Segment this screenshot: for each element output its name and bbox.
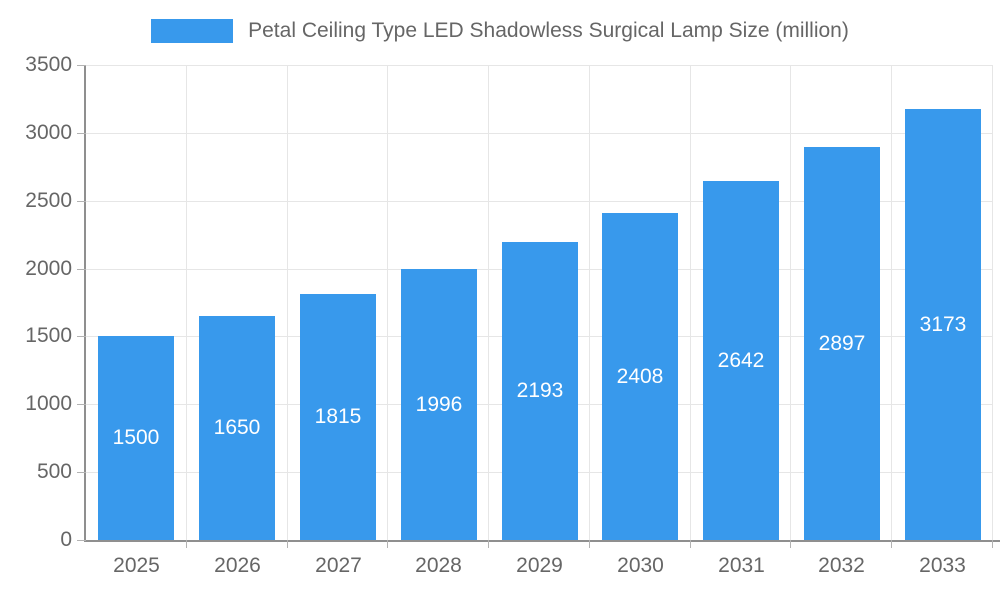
y-axis-tick: [77, 336, 86, 337]
grid-line-vertical: [790, 65, 791, 540]
bar[interactable]: 2642: [703, 181, 779, 540]
y-tick-label: 0: [60, 528, 72, 551]
bar-value-label: 2642: [717, 348, 765, 372]
x-axis-tick: [488, 540, 489, 548]
bar-value-label: 1815: [314, 405, 362, 428]
bar[interactable]: 1996: [401, 269, 477, 540]
y-axis-tick: [77, 269, 86, 270]
bar-value-label: 2897: [818, 331, 866, 355]
x-tick-label: 2029: [516, 554, 563, 577]
x-tick-label: 2031: [718, 554, 765, 577]
grid-line-vertical: [186, 65, 187, 540]
bar-value-label: 1650: [213, 416, 261, 439]
y-tick-label: 1500: [25, 324, 72, 347]
bar-value-label: 2193: [516, 379, 564, 402]
y-tick-label: 500: [36, 460, 72, 483]
grid-line-vertical: [387, 65, 388, 540]
plot-area: 0 500 1000 1500 2000 2500 3000 3500 1500 2025 1650…: [25, 53, 1000, 577]
bar[interactable]: 1815: [300, 294, 376, 540]
x-axis-tick: [387, 540, 388, 548]
grid-line-vertical: [287, 65, 288, 540]
x-tick-label: 2028: [415, 554, 462, 577]
y-tick-label: 2500: [25, 189, 72, 212]
grid-line-vertical: [690, 65, 691, 540]
y-tick-label: 1000: [25, 392, 72, 415]
chart-legend[interactable]: Petal Ceiling Type LED Shadowless Surgic…: [0, 16, 1000, 46]
bar[interactable]: 3173: [905, 109, 981, 540]
grid-line-horizontal: [86, 133, 993, 134]
grid-line-horizontal: [86, 201, 993, 202]
x-axis-tick: [891, 540, 892, 548]
legend-swatch-icon: [151, 19, 234, 43]
x-axis-tick: [186, 540, 187, 548]
x-tick-label: 2030: [617, 554, 664, 577]
y-axis-tick: [77, 133, 86, 134]
bar[interactable]: 1650: [199, 316, 275, 540]
bar-value-label: 1500: [112, 426, 160, 449]
bar-value-label: 1996: [415, 392, 463, 416]
y-tick-label: 3000: [25, 121, 72, 144]
bar-value-label: 3173: [919, 312, 967, 336]
grid-line-vertical: [891, 65, 892, 540]
legend-label: Petal Ceiling Type LED Shadowless Surgic…: [248, 19, 849, 42]
x-axis-tick: [992, 540, 993, 548]
x-axis-tick: [589, 540, 590, 548]
x-axis-tick: [790, 540, 791, 548]
bar[interactable]: 2408: [602, 213, 678, 540]
x-axis-tick: [287, 540, 288, 548]
x-tick-label: 2033: [919, 554, 966, 577]
y-tick-label: 2000: [25, 257, 72, 280]
x-tick-label: 2026: [214, 554, 261, 577]
x-tick-label: 2032: [818, 554, 865, 577]
grid-line-vertical: [589, 65, 590, 540]
bar[interactable]: 2193: [502, 242, 578, 540]
x-tick-label: 2025: [113, 554, 160, 577]
y-axis-tick: [77, 404, 86, 405]
y-axis-tick: [77, 201, 86, 202]
bar-value-label: 2408: [616, 364, 664, 388]
grid-line-vertical: [488, 65, 489, 540]
y-axis-line: [84, 65, 86, 542]
y-axis-tick: [77, 540, 86, 541]
bar[interactable]: 2897: [804, 147, 880, 540]
y-axis-tick: [77, 472, 86, 473]
y-tick-label: 3500: [25, 53, 72, 76]
x-tick-label: 2027: [315, 554, 362, 577]
grid-line-vertical: [992, 65, 993, 540]
y-axis-tick: [77, 65, 86, 66]
x-axis-tick: [690, 540, 691, 548]
x-axis-line: [84, 540, 1000, 542]
grid-line-horizontal: [86, 65, 993, 66]
bar[interactable]: 1500: [98, 336, 174, 540]
